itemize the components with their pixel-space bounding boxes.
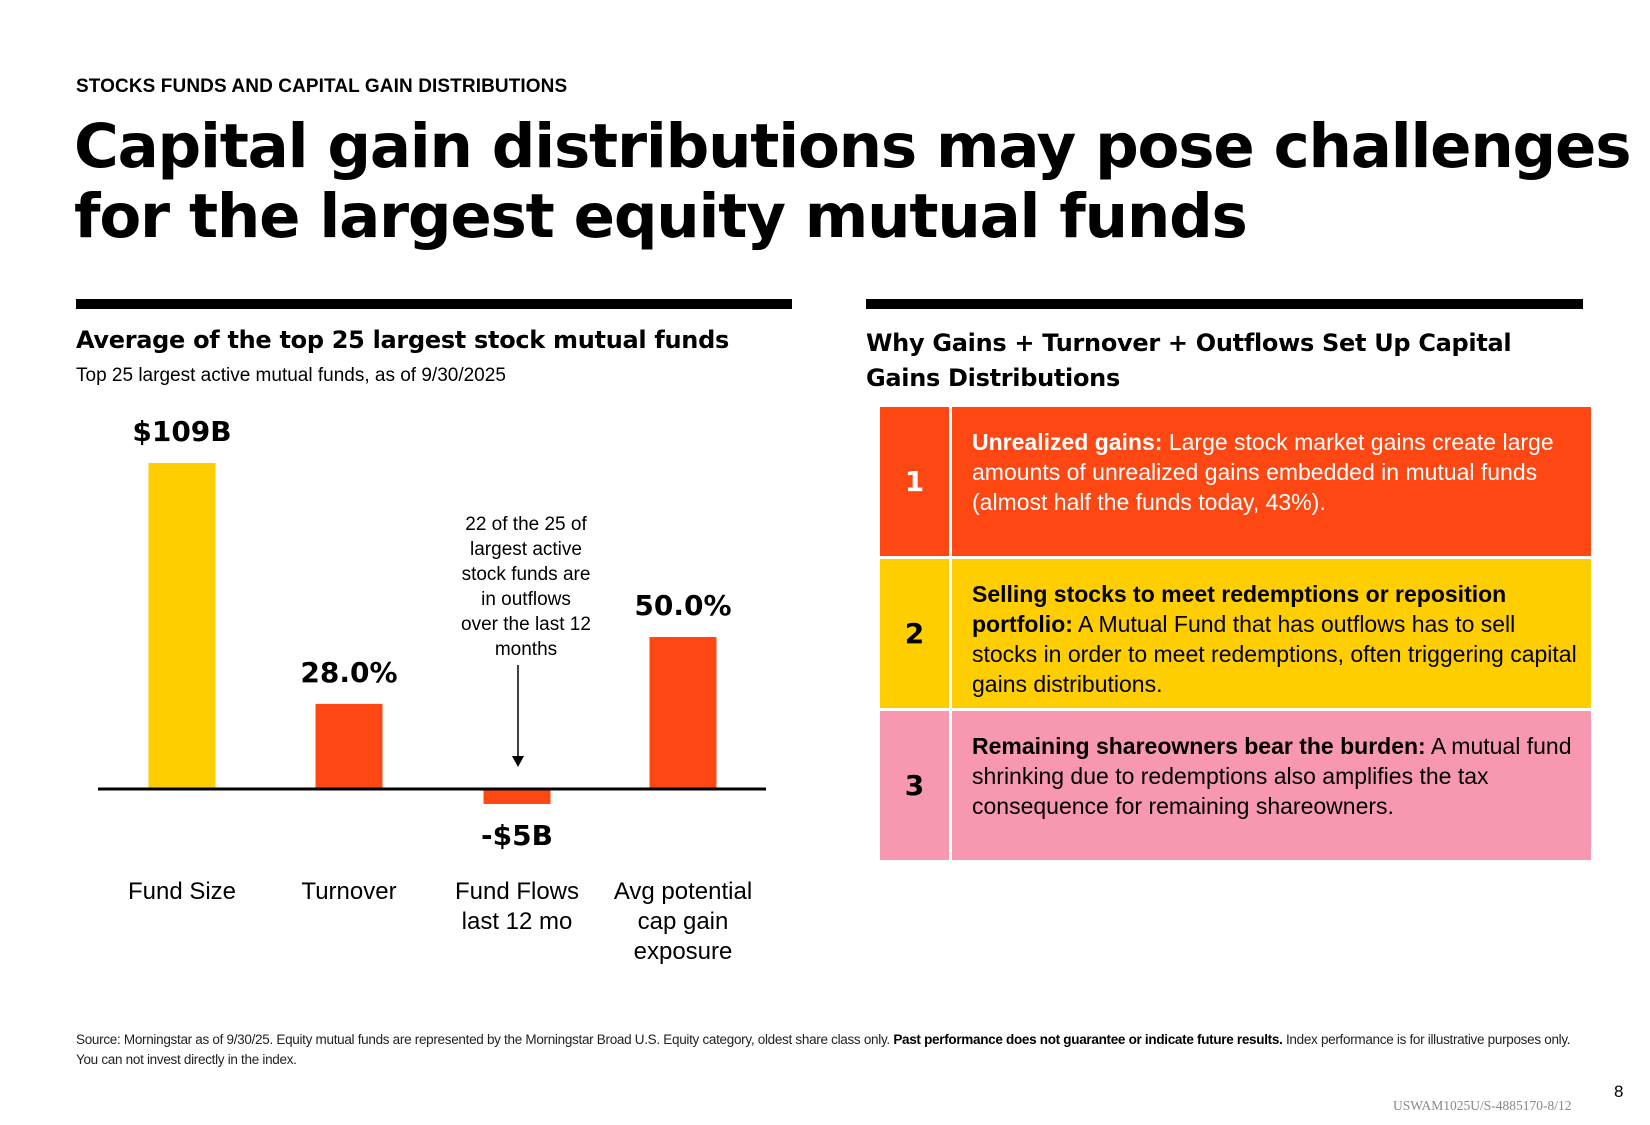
- bar-0: [148, 463, 216, 789]
- right-section-rule: [866, 299, 1583, 309]
- document-code: USWAM1025U/S-4885170-8/12: [1393, 1098, 1572, 1113]
- step-text: Selling stocks to meet redemptions or re…: [952, 559, 1591, 708]
- category-label: cap gain: [638, 908, 729, 935]
- annotation-text: 22 of the 25 of: [465, 514, 587, 535]
- category-label: Fund Flows: [455, 878, 579, 905]
- step-body: A Mutual Fund that has outflows has to s…: [972, 611, 1577, 697]
- explainer-title: Why Gains + Turnover + Outflows Set Up C…: [866, 329, 1512, 392]
- left-section-rule: [76, 299, 792, 309]
- step-heading: Unrealized gains:: [972, 429, 1163, 455]
- category-label: Turnover: [301, 878, 396, 905]
- step-text: Unrealized gains: Large stock market gai…: [952, 407, 1591, 556]
- page-number: 8: [1614, 1082, 1624, 1101]
- value-label: -$5B: [481, 819, 553, 852]
- step-heading: Remaining shareowners bear the burden:: [972, 733, 1426, 759]
- value-label: 28.0%: [300, 656, 397, 689]
- step-remaining-shareowners: 3 Remaining shareowners bear the burden:…: [880, 711, 1591, 860]
- annotation-text: over the last 12: [461, 614, 591, 635]
- section-eyebrow: STOCKS FUNDS AND CAPITAL GAIN DISTRIBUTI…: [76, 76, 568, 97]
- step-body: A mutual fund shrinking due to redemptio…: [972, 733, 1572, 819]
- annotation-arrowhead-icon: [512, 756, 524, 767]
- explainer-steps: 1 Unrealized gains: Large stock market g…: [880, 407, 1591, 860]
- step-number: 1: [880, 407, 952, 556]
- step-unrealized-gains: 1 Unrealized gains: Large stock market g…: [880, 407, 1591, 559]
- annotation-text: months: [495, 639, 557, 660]
- value-label: 50.0%: [634, 589, 731, 622]
- footnote-source: Source: Morningstar as of 9/30/25. Equit…: [76, 1032, 894, 1047]
- step-number: 3: [880, 711, 952, 860]
- step-heading: Selling stocks to meet redemptions or re…: [972, 581, 1507, 637]
- chart-subtitle: Top 25 largest active mutual funds, as o…: [76, 365, 506, 386]
- step-body: Large stock market gains create large am…: [972, 429, 1554, 515]
- value-label: $109B: [132, 415, 231, 448]
- page-title: Capital gain distributions may pose chal…: [74, 111, 1631, 252]
- annotation-text: in outflows: [481, 589, 571, 610]
- source-footnote: Source: Morningstar as of 9/30/25. Equit…: [76, 1030, 1576, 1070]
- category-label: Fund Size: [128, 878, 236, 905]
- annotation-text: largest active: [470, 539, 582, 560]
- category-label: Avg potential: [614, 878, 752, 905]
- bar-2: [483, 789, 551, 804]
- footnote-tail: Index performance is for illustrative pu…: [76, 1032, 1571, 1067]
- bar-1: [315, 703, 383, 789]
- step-number: 2: [880, 559, 952, 708]
- chart-title: Average of the top 25 largest stock mutu…: [76, 326, 729, 354]
- bar-3: [649, 637, 717, 789]
- category-label: exposure: [634, 938, 733, 965]
- step-selling-stocks: 2 Selling stocks to meet redemptions or …: [880, 559, 1591, 711]
- footnote-disclaimer: Past performance does not guarantee or i…: [893, 1032, 1283, 1047]
- category-label: last 12 mo: [462, 908, 573, 935]
- annotation-text: stock funds are: [462, 564, 591, 585]
- step-text: Remaining shareowners bear the burden: A…: [952, 711, 1591, 860]
